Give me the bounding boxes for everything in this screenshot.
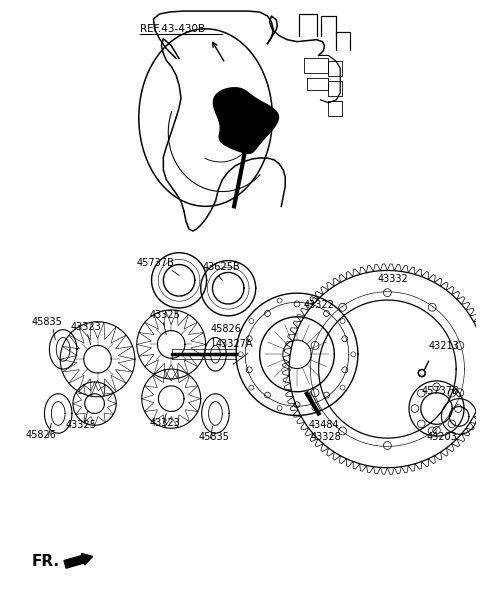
- Circle shape: [418, 369, 426, 377]
- Text: 43213: 43213: [429, 341, 459, 351]
- Text: 43325: 43325: [65, 420, 96, 430]
- Text: 43625B: 43625B: [203, 262, 240, 273]
- Text: 43203: 43203: [427, 432, 457, 442]
- Text: 43327A: 43327A: [216, 339, 253, 350]
- Text: 43328: 43328: [311, 432, 341, 442]
- Text: 45826: 45826: [211, 324, 241, 334]
- Polygon shape: [214, 88, 278, 154]
- Text: 43325: 43325: [150, 310, 180, 320]
- Text: 43332: 43332: [378, 274, 408, 284]
- Text: 43323: 43323: [71, 322, 102, 331]
- Text: 43484: 43484: [309, 420, 339, 430]
- Text: 45835: 45835: [32, 317, 62, 327]
- FancyArrow shape: [64, 554, 93, 568]
- Text: 45737B: 45737B: [137, 257, 175, 268]
- Text: FR.: FR.: [32, 554, 60, 569]
- Text: 45737B: 45737B: [422, 385, 459, 396]
- Circle shape: [420, 371, 424, 375]
- Text: 43322: 43322: [304, 300, 335, 310]
- Text: 45826: 45826: [26, 430, 57, 440]
- Text: 43323: 43323: [150, 418, 180, 429]
- Text: 45835: 45835: [199, 432, 229, 442]
- Text: REF.43-430B: REF.43-430B: [140, 24, 205, 34]
